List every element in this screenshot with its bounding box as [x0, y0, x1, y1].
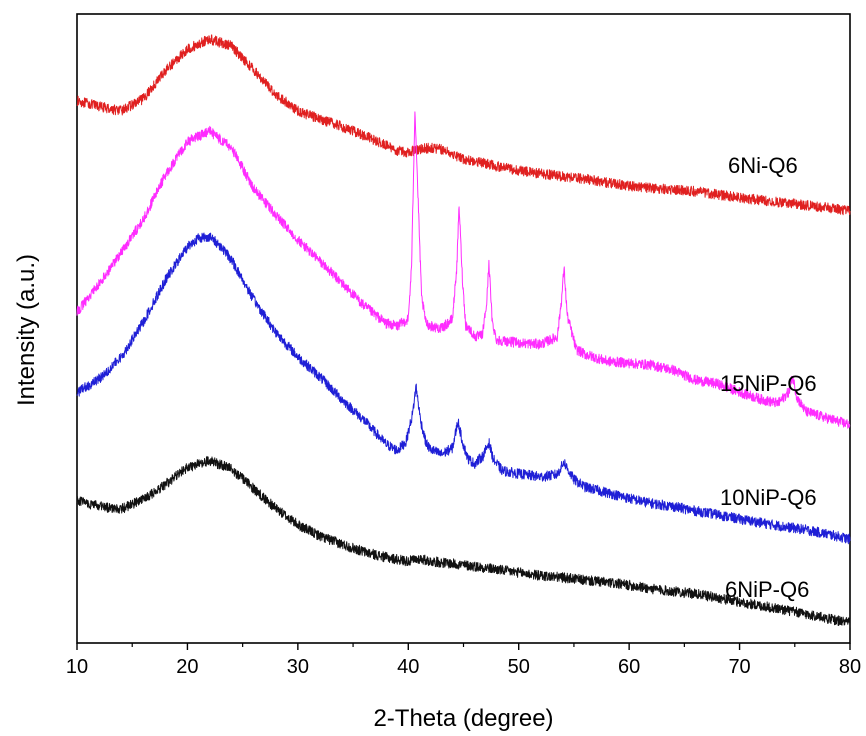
series-line-15nip-q6 [76, 111, 851, 429]
x-tick-label-10: 10 [66, 656, 88, 678]
x-tick-label-30: 30 [287, 656, 309, 678]
series-label-10nip-q6: 10NiP-Q6 [720, 485, 817, 510]
x-tick-label-70: 70 [728, 656, 750, 678]
x-tick-label-20: 20 [176, 656, 198, 678]
series-label-6ni-q6: 6Ni-Q6 [728, 153, 798, 178]
plot-frame [76, 13, 851, 644]
series-line-6nip-q6 [76, 455, 851, 628]
series-layer [76, 34, 851, 628]
series-label-15nip-q6: 15NiP-Q6 [720, 371, 817, 396]
y-axis-title: Intensity (a.u.) [13, 254, 40, 406]
x-tick-label-60: 60 [618, 656, 640, 678]
x-axis: 10 20 30 40 50 60 70 80 [66, 643, 861, 678]
x-tick-label-40: 40 [397, 656, 419, 678]
series-line-10nip-q6 [76, 232, 851, 545]
x-tick-label-80: 80 [839, 656, 861, 678]
x-axis-title: 2-Theta (degree) [373, 705, 553, 732]
series-label-6nip-q6: 6NiP-Q6 [725, 577, 809, 602]
x-tick-label-50: 50 [508, 656, 530, 678]
series-line-6ni-q6 [76, 34, 851, 216]
